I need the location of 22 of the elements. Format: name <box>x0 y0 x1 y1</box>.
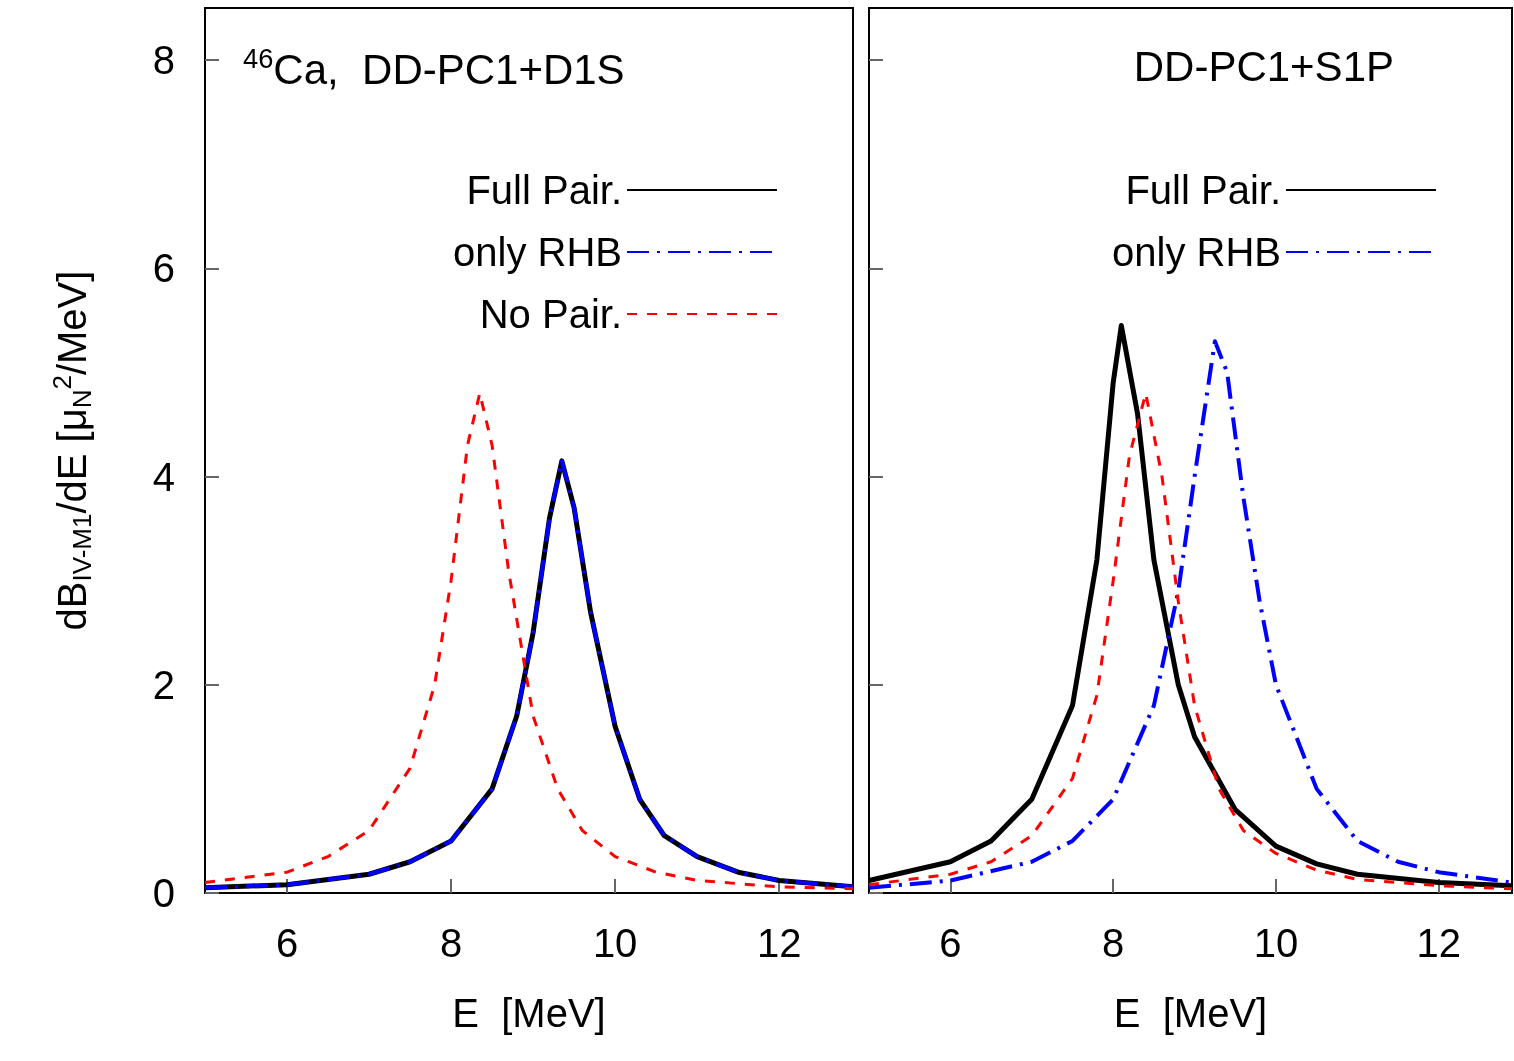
x-tick-label: 8 <box>1102 921 1125 965</box>
y-tick-label: 4 <box>152 454 175 499</box>
x-tick-label: 8 <box>439 921 463 965</box>
x-tick-label: 6 <box>275 921 299 965</box>
y-tick-label: 2 <box>152 662 175 707</box>
y-tick-label: 8 <box>152 38 175 83</box>
y-axis-title: dBIV-M1/dE [μN2/MeV] <box>47 270 97 631</box>
x-tick-label: 6 <box>939 921 962 965</box>
legend-label: only RHB <box>453 230 622 274</box>
legend-label: Full Pair. <box>466 168 622 212</box>
x-axis-title: E [MeV] <box>1113 991 1268 1035</box>
annotation: DD-PC1+S1P <box>1133 42 1394 90</box>
y-tick-label: 6 <box>152 246 175 291</box>
legend-label: Full Pair. <box>1125 168 1281 212</box>
x-axis-title: E [MeV] <box>452 991 606 1035</box>
x-tick-label: 10 <box>592 921 638 965</box>
x-tick-label: 12 <box>756 921 802 965</box>
y-tick-label: 0 <box>152 871 175 915</box>
x-tick-label: 12 <box>1416 921 1461 965</box>
legend-label: only RHB <box>1112 230 1281 274</box>
x-tick-label: 10 <box>1253 921 1299 965</box>
legend-label: No Pair. <box>479 292 622 336</box>
